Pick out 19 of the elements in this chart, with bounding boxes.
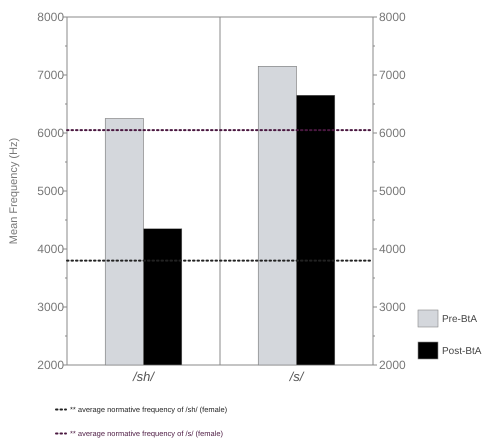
y-tick-label: 7000	[37, 68, 64, 82]
y2-tick-label: 8000	[379, 10, 406, 24]
y-tick-label: 2000	[37, 358, 64, 372]
y-tick-label: 3000	[37, 300, 64, 314]
legend-label: Pre-BtA	[442, 314, 478, 325]
y2-tick-label: 7000	[379, 68, 406, 82]
y2-tick-label: 2000	[379, 358, 406, 372]
y-tick-label: 8000	[37, 10, 64, 24]
y-axis-title: Mean Frequency (Hz)	[8, 138, 20, 244]
y-tick-label: 6000	[37, 126, 64, 140]
legend-label: Post-BtA	[442, 346, 482, 357]
x-tick-label: /s/	[288, 369, 305, 384]
y-tick-label: 5000	[37, 184, 64, 198]
y2-tick-label: 4000	[379, 242, 406, 256]
y2-tick-label: 3000	[379, 300, 406, 314]
y2-tick-label: 6000	[379, 126, 406, 140]
y-tick-label: 4000	[37, 242, 64, 256]
y2-tick-label: 5000	[379, 184, 406, 198]
x-tick-label: /sh/	[132, 369, 156, 384]
